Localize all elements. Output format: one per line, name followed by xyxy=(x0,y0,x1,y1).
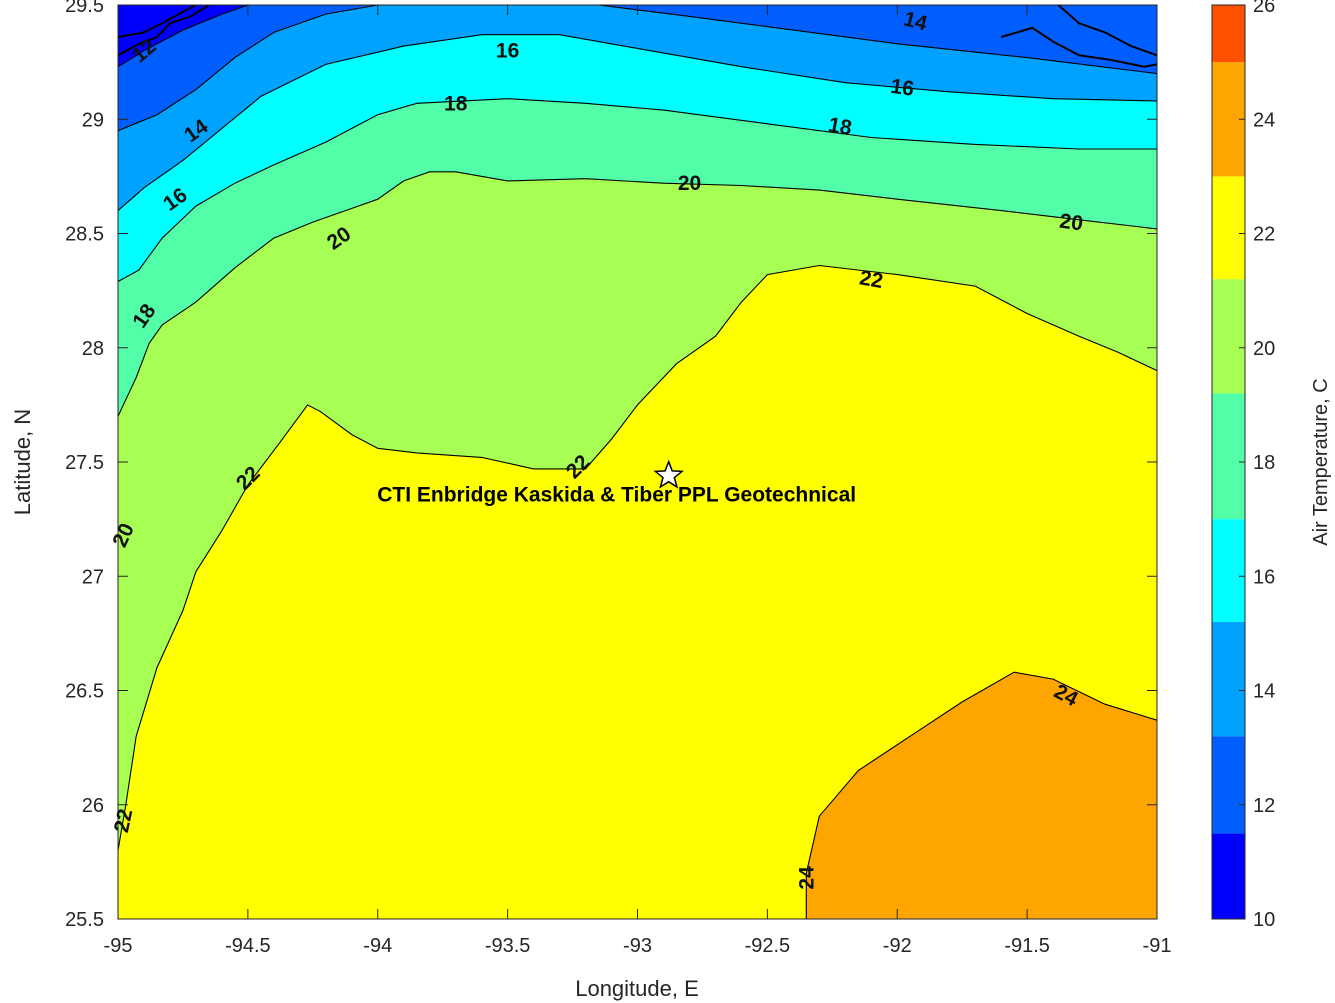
colorbar-tick-label: 24 xyxy=(1253,109,1275,131)
y-axis-ticks: 25.5 26 26.5 27 27.5 28 28.5 29 29.5 xyxy=(65,0,1157,931)
contour-label-20: 20 xyxy=(678,172,701,195)
x-tick-label: -93 xyxy=(623,935,652,957)
contour-label-text: 20 xyxy=(678,172,701,195)
x-tick-label: -94.5 xyxy=(225,935,271,957)
colorbar-tick-label: 14 xyxy=(1253,681,1275,703)
contour-label-22: 22 xyxy=(110,807,137,835)
y-tick-label: 26 xyxy=(82,795,104,817)
y-tick-label: 27.5 xyxy=(65,452,104,474)
contour-label-text: 24 xyxy=(795,866,818,890)
contour-label-text: 18 xyxy=(827,113,854,140)
contour-fills xyxy=(118,5,1157,919)
y-axis-label: Latitude, N xyxy=(10,409,35,515)
coastline-segment xyxy=(1000,26,1157,68)
annotations: CTI Enbridge Kaskida & Tiber PPL Geotech… xyxy=(377,459,856,507)
x-axis-label: Longitude, E xyxy=(575,976,699,1001)
y-tick-label: 26.5 xyxy=(65,681,104,703)
contour-label-text: 18 xyxy=(444,92,468,115)
plot-area xyxy=(118,5,1157,919)
y-tick-label: 25.5 xyxy=(65,909,104,931)
contour-line-20 xyxy=(118,171,1157,417)
y-tick-label: 28.5 xyxy=(65,224,104,246)
colorbar-label: Air Temperature, C xyxy=(1310,378,1332,545)
colorbar-tick-label: 18 xyxy=(1253,452,1275,474)
contour-label-text: 16 xyxy=(889,75,915,101)
coastline-segment xyxy=(118,5,197,38)
contour-line-12 xyxy=(118,5,249,68)
site-star-marker xyxy=(653,459,684,489)
contour-label-text: 20 xyxy=(1058,210,1084,236)
contour-lines xyxy=(118,5,1157,919)
x-tick-label: -95 xyxy=(104,935,133,957)
colorbar-tick-label: 16 xyxy=(1253,566,1275,588)
colorbar-tick-label: 20 xyxy=(1253,338,1275,360)
contour-label-text: 22 xyxy=(858,266,885,293)
x-tick-label: -92.5 xyxy=(745,935,791,957)
contour-label-18: 18 xyxy=(827,113,854,140)
colorbar-swatch xyxy=(1212,176,1245,280)
band-fill-24 xyxy=(806,672,1157,919)
x-tick-label: -93.5 xyxy=(485,935,531,957)
contour-label-24: 24 xyxy=(795,866,818,890)
colorbar-swatch xyxy=(1212,621,1245,737)
x-tick-label: -94 xyxy=(363,935,392,957)
contour-label-16: 16 xyxy=(496,40,519,63)
x-axis-ticks: -95 -94.5 -94 -93.5 -93 -92.5 -92 -91.5 -91 xyxy=(104,5,1172,957)
colorbar-tick-label: 10 xyxy=(1253,909,1275,931)
y-tick-label: 28 xyxy=(82,338,104,360)
colorbar-swatch xyxy=(1212,5,1245,63)
site-label: CTI Enbridge Kaskida & Tiber PPL Geotech… xyxy=(377,484,856,507)
colorbar-swatch xyxy=(1212,833,1245,919)
colorbar-tick-label: 26 xyxy=(1253,0,1275,17)
colorbar-tick-label: 12 xyxy=(1253,795,1275,817)
colorbar-swatch xyxy=(1212,393,1245,520)
y-tick-label: 27 xyxy=(82,566,104,588)
contour-label-18: 18 xyxy=(444,92,468,115)
contour-label-20: 20 xyxy=(1058,210,1084,236)
coastline-segment xyxy=(1057,5,1157,57)
y-tick-label: 29 xyxy=(82,109,104,131)
colorbar: 10 12 14 16 18 20 22 24 26 xyxy=(1211,0,1275,931)
contour-label-22: 22 xyxy=(858,266,885,293)
colorbar-swatch xyxy=(1212,736,1245,834)
contour-line-18 xyxy=(118,98,1157,282)
contour-label-16: 16 xyxy=(889,75,915,101)
contour-line-16 xyxy=(118,34,1157,212)
colorbar-swatch xyxy=(1212,279,1245,394)
colorbar-tick-label: 22 xyxy=(1253,224,1275,246)
coastline xyxy=(118,5,1157,68)
y-tick-label: 29.5 xyxy=(65,0,104,17)
contour-line-14 xyxy=(118,5,378,132)
contour-label-text: 16 xyxy=(496,40,519,63)
contour-line-24 xyxy=(805,671,1157,919)
colorbar-swatch xyxy=(1212,519,1245,622)
coastline-segment xyxy=(118,5,210,57)
x-tick-label: -91.5 xyxy=(1004,935,1050,957)
contour-label-text: 22 xyxy=(110,807,137,835)
x-tick-label: -91 xyxy=(1143,935,1172,957)
x-tick-label: -92 xyxy=(883,935,912,957)
contour-line-14-north xyxy=(598,5,1157,75)
contour-line-22 xyxy=(118,264,1157,919)
